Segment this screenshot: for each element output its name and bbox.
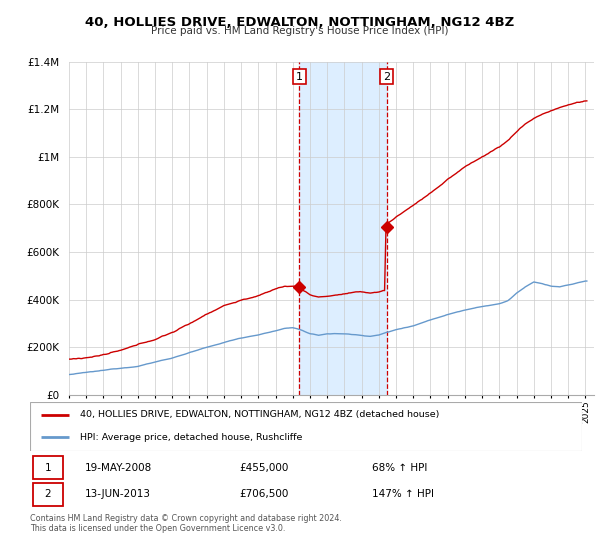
Text: HPI: Average price, detached house, Rushcliffe: HPI: Average price, detached house, Rush…: [80, 433, 302, 442]
Text: 147% ↑ HPI: 147% ↑ HPI: [372, 489, 434, 500]
Text: Price paid vs. HM Land Registry's House Price Index (HPI): Price paid vs. HM Land Registry's House …: [151, 26, 449, 36]
Text: 2: 2: [44, 489, 51, 500]
Text: 40, HOLLIES DRIVE, EDWALTON, NOTTINGHAM, NG12 4BZ (detached house): 40, HOLLIES DRIVE, EDWALTON, NOTTINGHAM,…: [80, 410, 439, 419]
Bar: [299, 62, 386, 395]
Text: 13-JUN-2013: 13-JUN-2013: [85, 489, 151, 500]
Bar: [33, 456, 63, 479]
Text: £706,500: £706,500: [240, 489, 289, 500]
Text: 68% ↑ HPI: 68% ↑ HPI: [372, 463, 428, 473]
Text: 1: 1: [296, 72, 303, 82]
Text: Contains HM Land Registry data © Crown copyright and database right 2024.
This d: Contains HM Land Registry data © Crown c…: [30, 514, 342, 534]
Text: 19-MAY-2008: 19-MAY-2008: [85, 463, 152, 473]
Text: 1: 1: [44, 463, 51, 473]
Text: 2: 2: [383, 72, 390, 82]
Text: £455,000: £455,000: [240, 463, 289, 473]
Bar: [33, 483, 63, 506]
Text: 40, HOLLIES DRIVE, EDWALTON, NOTTINGHAM, NG12 4BZ: 40, HOLLIES DRIVE, EDWALTON, NOTTINGHAM,…: [85, 16, 515, 29]
